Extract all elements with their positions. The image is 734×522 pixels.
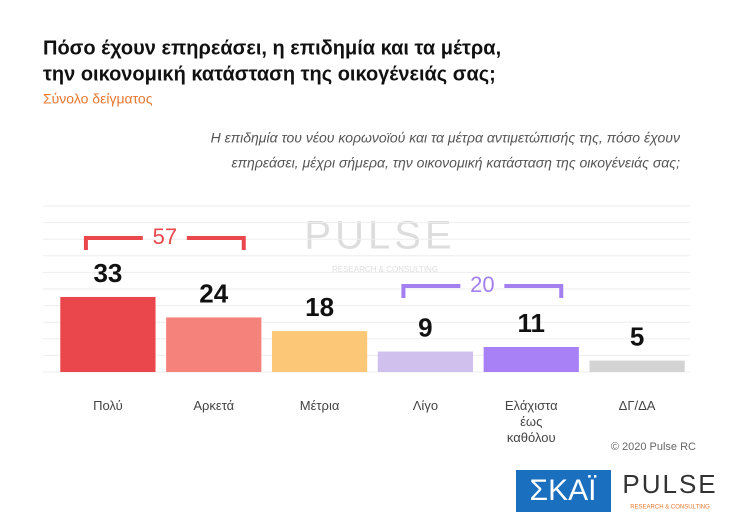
value-label: 33: [93, 258, 122, 288]
logo-tagline: RESEARCH & CONSULTING: [630, 505, 710, 511]
x-tick-label: Λίγο: [412, 398, 439, 413]
chart-title: την οικονομική κατάσταση της οικογένειάς…: [43, 63, 496, 85]
source: © 2020 Pulse RC: [611, 441, 696, 453]
chart-title: Πόσο έχουν επηρεάσει, η επιδημία και τα …: [43, 37, 501, 59]
value-label: 18: [305, 292, 334, 322]
bar: [166, 317, 262, 372]
bracket: [401, 284, 564, 298]
value-label: 5: [630, 322, 644, 352]
x-tick-label: Ελάχιστα έως καθόλου: [504, 398, 558, 445]
bracket: [83, 236, 246, 250]
logo-pollster: PULSE: [622, 469, 717, 499]
bar: [589, 360, 685, 372]
bracket-label: 20: [470, 272, 494, 297]
bar: [377, 351, 474, 372]
value-label: 9: [418, 312, 432, 342]
watermark-tagline: RESEARCH & CONSULTING: [332, 265, 438, 274]
bar: [271, 331, 368, 372]
bar: [483, 346, 579, 372]
value-label: 24: [199, 278, 228, 308]
watermark: PULSE: [304, 214, 455, 258]
x-tick-label: Μέτρια: [299, 398, 340, 413]
bracket-label: 57: [153, 224, 177, 249]
value-label: 11: [518, 308, 546, 338]
question: Η επιδημία του νέου κορωνοϊού και τα μέτ…: [211, 130, 680, 146]
x-tick-label: ΔΓ/ΔΑ: [618, 398, 656, 413]
bar: [60, 296, 156, 372]
subtitle: Σύνολο δείγματος: [43, 91, 153, 107]
x-tick-label: Πολύ: [93, 398, 123, 413]
x-tick-label: Αρκετά: [193, 398, 235, 413]
logo-bg: [516, 470, 611, 512]
logo-broadcaster: ΣΚΑΪ: [530, 474, 598, 507]
question: επηρεάσει, μέχρι σήμερα, την οικονομική …: [232, 155, 681, 171]
